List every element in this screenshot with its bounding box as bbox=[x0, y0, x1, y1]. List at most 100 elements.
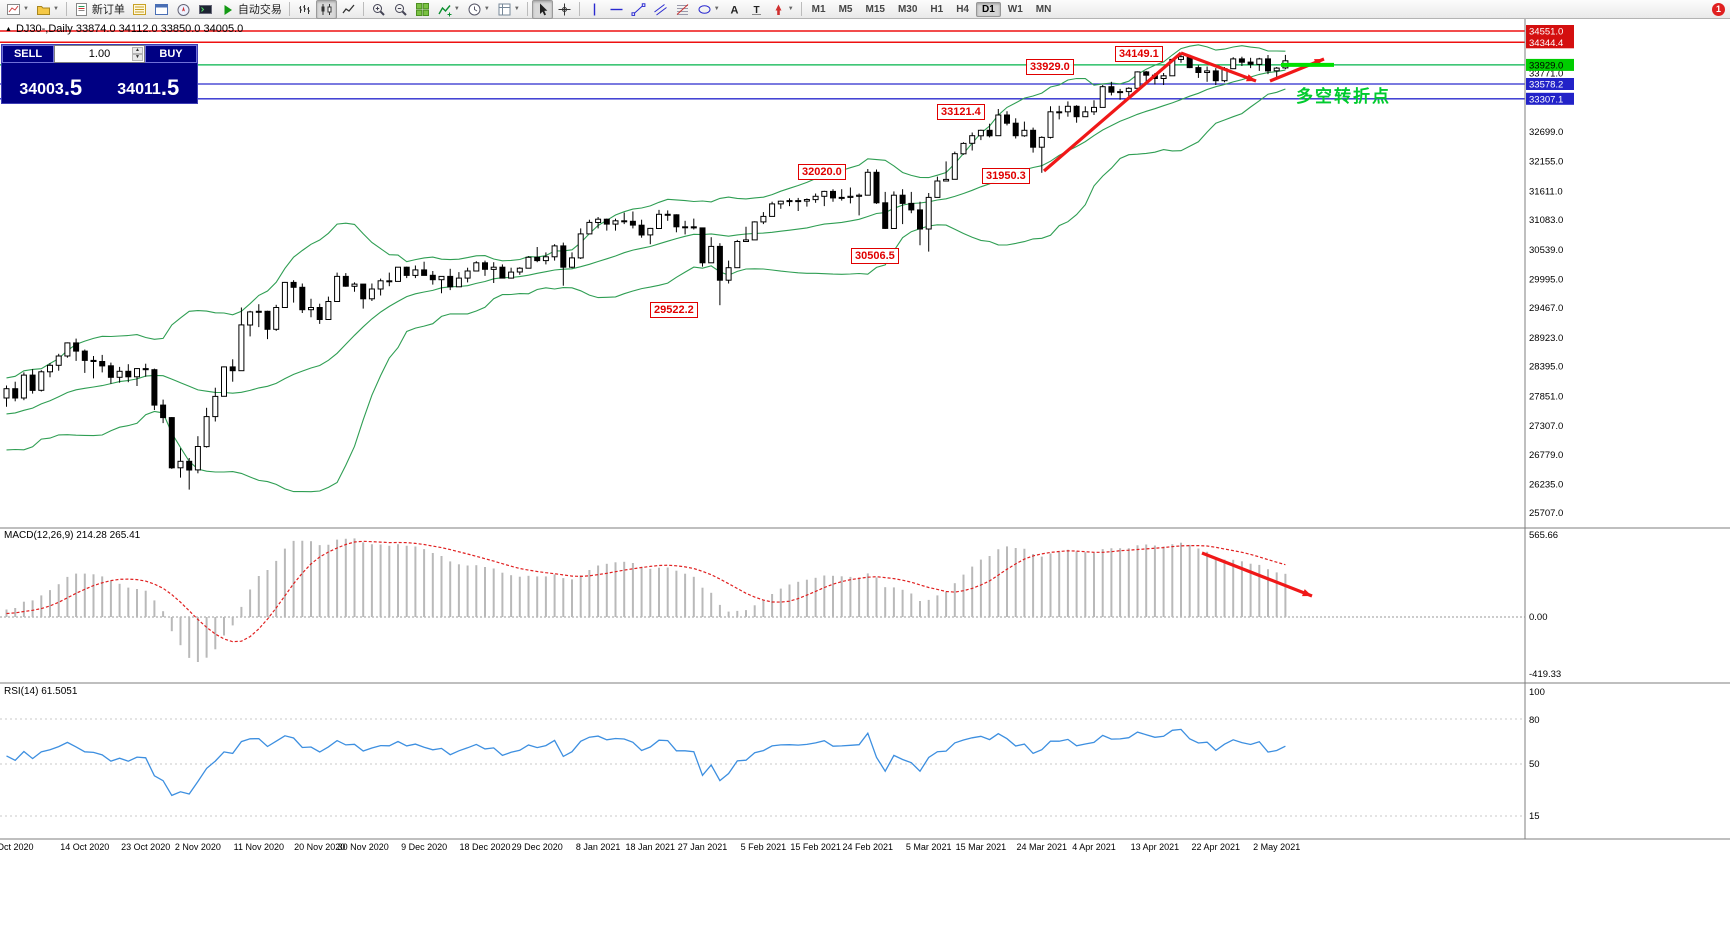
svg-text:32699.0: 32699.0 bbox=[1529, 127, 1563, 138]
sell-button[interactable]: SELL bbox=[2, 45, 54, 63]
svg-text:23 Oct 2020: 23 Oct 2020 bbox=[121, 842, 170, 852]
svg-text:34551.0: 34551.0 bbox=[1529, 27, 1563, 38]
navigator-icon[interactable] bbox=[173, 0, 194, 19]
zoom-out-icon[interactable] bbox=[390, 0, 411, 19]
arrows-icon[interactable]: ▼ bbox=[768, 0, 797, 19]
cursor-icon[interactable] bbox=[531, 0, 553, 19]
svg-text:14 Oct 2020: 14 Oct 2020 bbox=[60, 842, 109, 852]
svg-text:31611.0: 31611.0 bbox=[1529, 186, 1563, 197]
svg-text:24 Feb 2021: 24 Feb 2021 bbox=[843, 842, 894, 852]
timeframe-m5-button[interactable]: M5 bbox=[838, 3, 853, 15]
timeframe-m30-button[interactable]: M30 bbox=[897, 3, 918, 15]
text-icon[interactable]: A bbox=[724, 0, 745, 19]
profiles-icon[interactable]: ▼ bbox=[33, 0, 62, 19]
toolbar-separator bbox=[578, 2, 580, 16]
timeframe-h4-button[interactable]: H4 bbox=[956, 3, 969, 15]
horizontal-line-icon[interactable] bbox=[606, 0, 627, 19]
timeframe-h1-button[interactable]: H1 bbox=[930, 3, 944, 15]
svg-text:5 Mar 2021: 5 Mar 2021 bbox=[906, 842, 952, 852]
svg-text:33929.0: 33929.0 bbox=[1529, 60, 1563, 71]
svg-text:26779.0: 26779.0 bbox=[1529, 450, 1563, 461]
terminal-icon[interactable] bbox=[195, 0, 216, 19]
toolbar-separator bbox=[288, 2, 290, 16]
notification-badge[interactable]: 1 bbox=[1712, 2, 1725, 16]
svg-text:A: A bbox=[730, 4, 738, 16]
channel-icon[interactable] bbox=[650, 0, 671, 19]
volume-stepper[interactable]: 1.00 ▲ ▼ bbox=[54, 45, 145, 63]
svg-text:34344.4: 34344.4 bbox=[1529, 38, 1563, 49]
svg-text:25707.0: 25707.0 bbox=[1529, 508, 1563, 519]
svg-text:15 Mar 2021: 15 Mar 2021 bbox=[956, 842, 1007, 852]
data-window-icon[interactable] bbox=[151, 0, 172, 19]
svg-text:27307.0: 27307.0 bbox=[1529, 421, 1563, 432]
chart-title-text: DJ30-,Daily 33874.0 34112.0 33850.0 3400… bbox=[15, 23, 244, 35]
svg-text:28923.0: 28923.0 bbox=[1529, 333, 1563, 344]
toolbar-separator bbox=[526, 2, 528, 16]
svg-text:33307.1: 33307.1 bbox=[1529, 94, 1563, 105]
svg-text:50: 50 bbox=[1529, 759, 1540, 770]
svg-text:28395.0: 28395.0 bbox=[1529, 362, 1563, 373]
candlesticks bbox=[3, 52, 1289, 490]
timeframe-mn-button[interactable]: MN bbox=[1035, 3, 1052, 15]
svg-text:Oct 2020: Oct 2020 bbox=[0, 842, 33, 852]
macd-panel bbox=[0, 538, 1525, 662]
templates-icon[interactable]: ▼ bbox=[494, 0, 523, 19]
new-chart-icon[interactable]: ▼ bbox=[3, 0, 32, 19]
chart-candles-icon[interactable] bbox=[315, 0, 337, 19]
shapes-icon[interactable]: ▼ bbox=[694, 0, 723, 19]
svg-text:33771.0: 33771.0 bbox=[1529, 69, 1563, 80]
svg-text:13 Apr 2021: 13 Apr 2021 bbox=[1131, 842, 1180, 852]
svg-text:31083.0: 31083.0 bbox=[1529, 215, 1563, 226]
svg-text:15 Feb 2021: 15 Feb 2021 bbox=[790, 842, 841, 852]
svg-text:27 Jan 2021: 27 Jan 2021 bbox=[678, 842, 728, 852]
crosshair-icon[interactable] bbox=[554, 0, 575, 19]
svg-text:20 Nov 2020: 20 Nov 2020 bbox=[294, 842, 345, 852]
chart-bars-icon[interactable] bbox=[294, 0, 315, 19]
fibonacci-icon[interactable] bbox=[672, 0, 693, 19]
chart-line-icon[interactable] bbox=[338, 0, 359, 19]
periods-icon[interactable]: ▼ bbox=[464, 0, 493, 19]
sell-price[interactable]: 34003.5 bbox=[3, 65, 99, 100]
volume-down-icon[interactable]: ▼ bbox=[132, 54, 143, 61]
text-label-icon[interactable]: T bbox=[746, 0, 767, 19]
svg-text:80: 80 bbox=[1529, 715, 1540, 726]
svg-text:565.66: 565.66 bbox=[1529, 530, 1558, 541]
price-axis: 33771.0 32699.0 32155.0 31611.0 31083.0 30539… bbox=[1526, 25, 1574, 822]
trend-arrows[interactable] bbox=[1042, 51, 1334, 598]
toolbar-separator bbox=[362, 2, 364, 16]
timeframe-m15-button[interactable]: M15 bbox=[865, 3, 885, 15]
svg-text:2 May 2021: 2 May 2021 bbox=[1253, 842, 1300, 852]
timeframe-m1-button[interactable]: M1 bbox=[811, 3, 826, 15]
volume-up-icon[interactable]: ▲ bbox=[132, 47, 143, 54]
svg-text:33578.2: 33578.2 bbox=[1529, 80, 1563, 91]
zoom-in-icon[interactable] bbox=[368, 0, 389, 19]
buy-price[interactable]: 34011.5 bbox=[100, 65, 196, 100]
horizontal-level-lines[interactable] bbox=[0, 30, 1525, 100]
timeframe-d1-button[interactable]: D1 bbox=[975, 1, 1001, 17]
market-watch-icon[interactable] bbox=[129, 0, 150, 19]
macd-label: MACD(12,26,9) 214.28 265.41 bbox=[4, 530, 141, 541]
indicators-icon[interactable]: ▼ bbox=[434, 0, 463, 19]
trend-note-text: 多空转折点 bbox=[1296, 87, 1391, 106]
svg-text:22 Apr 2021: 22 Apr 2021 bbox=[1192, 842, 1241, 852]
svg-text:18 Jan 2021: 18 Jan 2021 bbox=[626, 842, 676, 852]
svg-text:0.00: 0.00 bbox=[1529, 612, 1548, 623]
rsi-panel bbox=[0, 718, 1525, 817]
trendline-icon[interactable] bbox=[628, 0, 649, 19]
svg-text:8 Jan 2021: 8 Jan 2021 bbox=[576, 842, 621, 852]
toolbar-separator bbox=[65, 2, 67, 16]
autotrading-button[interactable]: 自动交易 bbox=[217, 0, 285, 19]
vertical-line-icon[interactable] bbox=[584, 0, 605, 19]
svg-text:2 Nov 2020: 2 Nov 2020 bbox=[175, 842, 221, 852]
new-order-button[interactable]: 新订单 bbox=[71, 0, 128, 19]
panel-separators[interactable] bbox=[0, 19, 1730, 840]
buy-button[interactable]: BUY bbox=[145, 45, 197, 63]
svg-text:32155.0: 32155.0 bbox=[1529, 157, 1563, 168]
svg-text:24 Mar 2021: 24 Mar 2021 bbox=[1017, 842, 1068, 852]
tile-windows-icon[interactable] bbox=[412, 0, 433, 19]
svg-text:100: 100 bbox=[1529, 687, 1545, 698]
svg-text:30 Nov 2020: 30 Nov 2020 bbox=[338, 842, 389, 852]
svg-text:27851.0: 27851.0 bbox=[1529, 391, 1563, 402]
buy-price-main: 34011 bbox=[117, 81, 161, 98]
timeframe-w1-button[interactable]: W1 bbox=[1007, 3, 1023, 15]
